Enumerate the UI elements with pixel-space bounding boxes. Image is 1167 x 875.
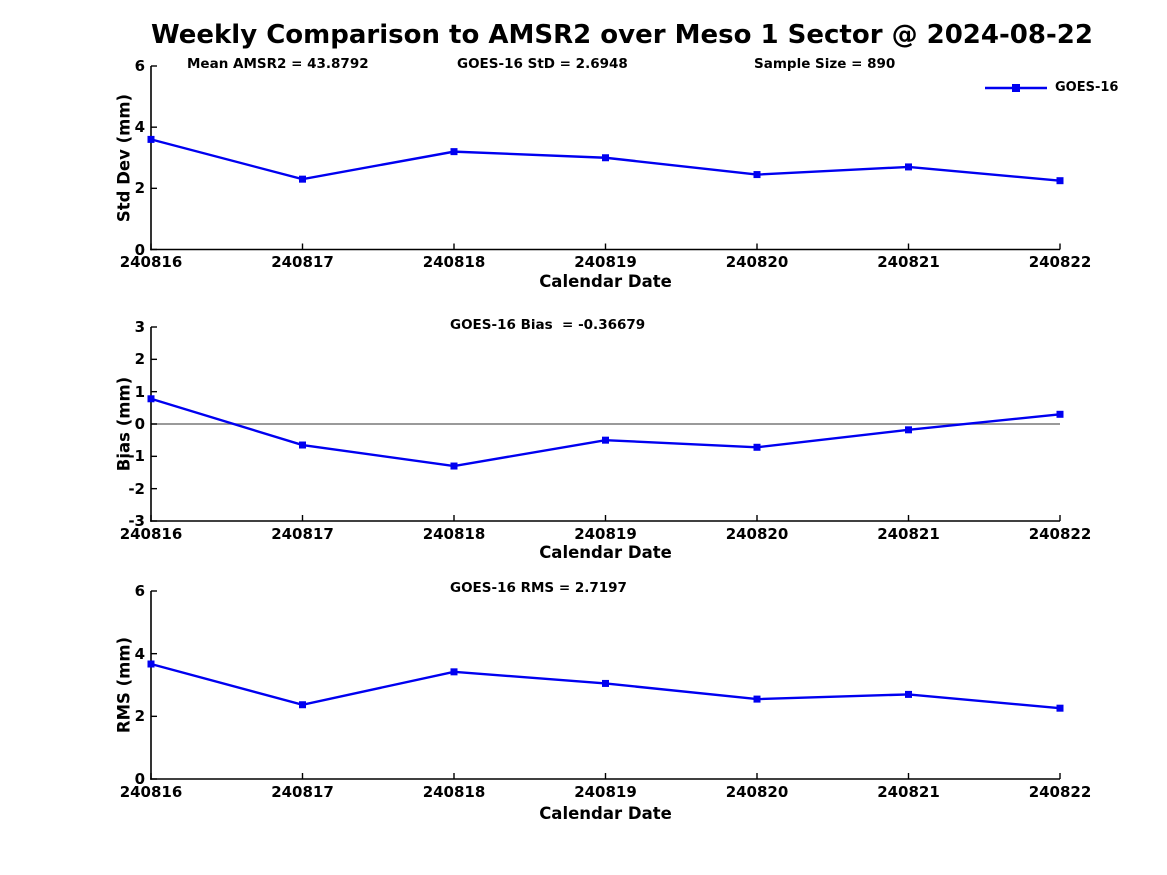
y-tick-label: -1 xyxy=(128,447,145,466)
annotation-goes16-rms: GOES-16 RMS = 2.7197 xyxy=(450,580,627,596)
y-tick-label: 4 xyxy=(134,644,145,663)
x-tick-label: 240817 xyxy=(271,782,334,801)
x-tick-label: 240816 xyxy=(119,253,183,271)
x-tick-label: 240821 xyxy=(877,782,940,801)
x-tick-label: 240820 xyxy=(725,253,789,271)
y-tick-label: 0 xyxy=(134,240,145,259)
bias-x-axis-label: Calendar Date xyxy=(539,543,672,562)
x-tick-label: 240818 xyxy=(422,524,486,543)
x-tick-label: 240819 xyxy=(574,253,637,271)
x-tick-label: 240822 xyxy=(1028,524,1092,543)
annotation-goes16-bias: GOES-16 Bias = -0.36679 xyxy=(450,317,646,333)
figure-title: Weekly Comparison to AMSR2 over Meso 1 S… xyxy=(151,20,1093,50)
x-tick-label: 240821 xyxy=(877,524,940,543)
y-tick-label: -3 xyxy=(128,512,145,530)
rms-x-axis-label: Calendar Date xyxy=(539,804,672,823)
x-tick-label: 240816 xyxy=(119,782,183,801)
x-tick-label: 240820 xyxy=(725,782,789,801)
annotation-sample-size: Sample Size = 890 xyxy=(754,56,896,72)
stddev-y-axis-label: Std Dev (mm) xyxy=(114,93,134,223)
legend: GOES-16 xyxy=(984,80,1118,95)
x-tick-label: 240822 xyxy=(1028,782,1092,801)
y-tick-label: 2 xyxy=(134,179,145,198)
y-tick-label: 2 xyxy=(134,707,145,726)
y-tick-label: -2 xyxy=(128,479,145,498)
legend-label: GOES-16 xyxy=(1055,80,1119,95)
x-tick-label: 240819 xyxy=(574,524,637,543)
x-tick-label: 240818 xyxy=(422,782,486,801)
x-tick-label: 240817 xyxy=(271,253,334,271)
x-tick-label: 240817 xyxy=(271,524,334,543)
y-tick-label: 6 xyxy=(134,582,145,600)
x-tick-label: 240821 xyxy=(877,253,940,271)
y-tick-label: 0 xyxy=(134,415,145,433)
y-tick-label: 4 xyxy=(134,118,145,137)
annotation-goes16-std: GOES-16 StD = 2.6948 xyxy=(457,56,628,72)
stddev-x-axis-label: Calendar Date xyxy=(539,272,672,291)
x-tick-label: 240816 xyxy=(119,524,183,543)
y-tick-label: 6 xyxy=(134,57,145,75)
x-tick-label: 240818 xyxy=(422,253,486,271)
y-tick-label: 3 xyxy=(134,318,145,336)
x-tick-label: 240822 xyxy=(1028,253,1092,271)
y-tick-label: 0 xyxy=(134,770,145,788)
y-tick-label: 1 xyxy=(134,382,145,401)
x-tick-label: 240819 xyxy=(574,782,637,801)
x-tick-label: 240820 xyxy=(725,524,789,543)
annotation-mean-amsr2: Mean AMSR2 = 43.8792 xyxy=(187,56,369,72)
y-tick-label: 2 xyxy=(134,350,145,369)
legend-line-marker-icon xyxy=(985,83,1047,92)
